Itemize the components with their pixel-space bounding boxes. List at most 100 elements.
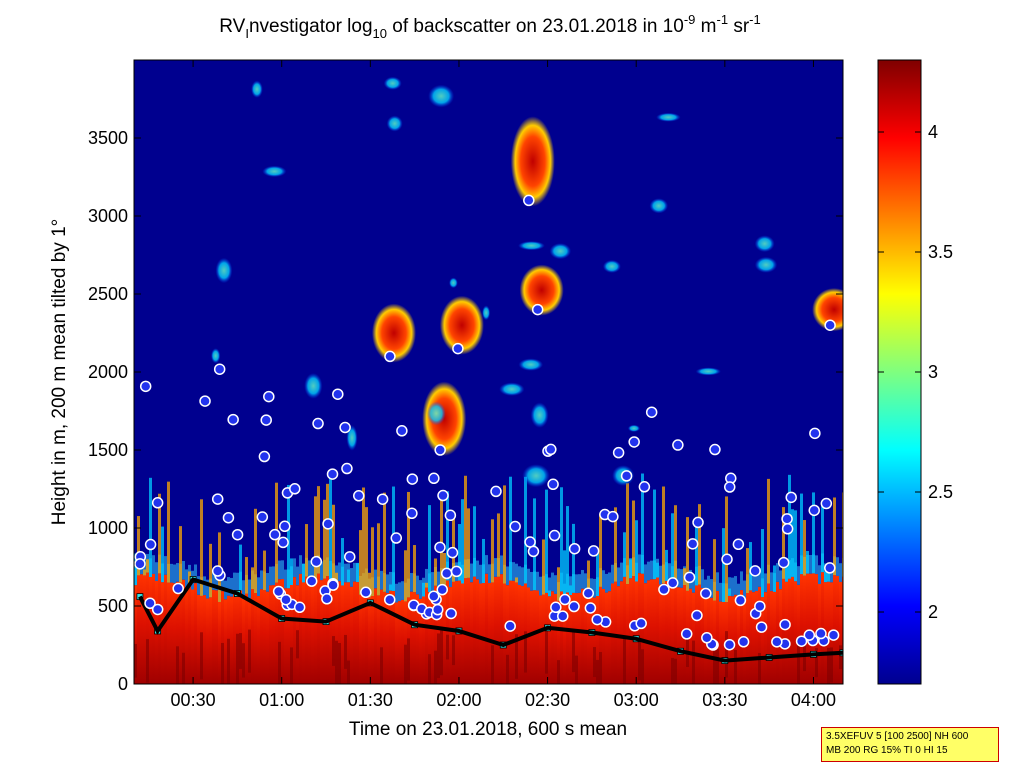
boundary-layer-cell <box>662 583 665 684</box>
turbulence-column <box>674 505 677 580</box>
detected-layer-point <box>339 421 351 434</box>
detected-layer-point <box>504 620 516 632</box>
detected-layer-point <box>737 636 750 648</box>
boundary-layer-cell <box>800 574 803 684</box>
surface-patch <box>725 631 728 678</box>
aerosol-band-cell <box>608 572 611 592</box>
boundary-layer-cell <box>797 584 800 684</box>
surface-patch <box>674 658 677 684</box>
boundary-layer-cell <box>722 601 725 684</box>
boundary-layer-cell <box>626 584 629 684</box>
turbulence-column <box>545 489 548 593</box>
boundary-layer-cell <box>764 592 767 684</box>
aerosol-band-cell <box>809 555 812 574</box>
aerosol-band-cell <box>152 555 155 574</box>
aerosol-band-cell <box>728 577 731 596</box>
detected-layer-point <box>326 468 339 480</box>
surface-patch <box>227 638 230 684</box>
title-sup1: -9 <box>684 12 696 27</box>
boundary-layer-cell <box>767 583 770 684</box>
turbulence-column <box>302 563 305 583</box>
boundary-layer-cell <box>734 594 737 684</box>
colorbar-ticks: 2 2.5 3 3.5 4 <box>878 122 953 622</box>
detected-layer-point <box>612 446 625 459</box>
boundary-layer-cell <box>143 575 146 684</box>
detected-layer-point <box>279 520 291 533</box>
turbulence-column <box>305 524 308 577</box>
detected-layer-point <box>280 593 292 606</box>
boundary-layer-cell <box>692 592 695 684</box>
turbulence-column <box>323 499 326 579</box>
boundary-layer-cell <box>806 573 809 684</box>
boundary-layer-cell <box>566 592 569 684</box>
detected-layer-point <box>383 593 396 606</box>
aerosol-band-cell <box>680 569 683 588</box>
turbulence-column <box>365 507 368 588</box>
boundary-layer-cell <box>620 581 623 684</box>
chart-title: RVInvestigator log10 of backscatter on 2… <box>219 12 760 41</box>
boundary-layer-cell <box>665 580 668 684</box>
boundary-layer-cell <box>299 573 302 684</box>
detected-layer-point <box>406 473 419 485</box>
aerosol-band-cell <box>431 572 434 591</box>
colorbar-tick-label: 3.5 <box>928 242 953 262</box>
boundary-layer-cell <box>452 581 455 684</box>
turbulence-column <box>698 504 701 585</box>
boundary-layer-cell <box>812 573 815 684</box>
detected-layer-point <box>260 414 272 426</box>
boundary-layer-cell <box>224 599 227 684</box>
aerosol-band-cell <box>797 566 800 585</box>
aerosol-band-cell <box>755 572 758 592</box>
surface-patch <box>434 650 437 684</box>
boundary-layer-cell <box>302 582 305 684</box>
boundary-layer-cell <box>320 580 323 684</box>
boundary-layer-cell <box>173 583 176 684</box>
boundary-layer-cell <box>494 576 497 684</box>
detected-layer-point <box>431 603 444 616</box>
aerosol-band-cell <box>320 561 323 581</box>
boundary-layer-cell <box>488 583 491 684</box>
turbulence-column <box>422 582 425 597</box>
boundary-layer-cell <box>281 579 284 684</box>
detected-layer-point <box>815 627 827 640</box>
turbulence-column <box>464 475 467 579</box>
detected-layer-point <box>211 565 224 577</box>
turbulence-column <box>671 513 674 585</box>
surface-patch <box>335 640 338 684</box>
boundary-layer-cell <box>473 576 476 684</box>
detected-layer-point <box>293 601 306 614</box>
boundary-layer-cell <box>839 581 842 684</box>
boundary-layer-cell <box>533 590 536 684</box>
turbulence-column <box>563 550 566 603</box>
aerosol-band-cell <box>260 570 263 590</box>
boundary-layer-cell <box>575 593 578 684</box>
detected-layer-point <box>700 587 712 600</box>
cloud-layers <box>210 76 843 488</box>
boundary-layer-cell <box>836 575 839 684</box>
surface-patch <box>200 632 203 680</box>
boundary-layer-cell <box>770 591 773 684</box>
surface-patch <box>239 633 242 669</box>
aerosol-band-cell <box>269 566 272 586</box>
turbulence-column <box>413 545 416 593</box>
detected-layer-point <box>809 427 821 440</box>
turbulence-column <box>326 483 329 577</box>
aerosol-band-cell <box>194 564 197 584</box>
detected-layer-point <box>258 450 271 463</box>
y-tick-label: 500 <box>98 596 128 616</box>
aerosol-band-cell <box>488 564 491 584</box>
detected-layer-point <box>144 597 156 609</box>
boundary-layer-cell <box>212 589 215 684</box>
turbulence-column <box>179 526 182 583</box>
boundary-layer-cell <box>164 574 167 684</box>
title-prefix: RV <box>219 16 245 37</box>
aerosol-band-cell <box>551 572 554 592</box>
turbulence-column <box>641 473 644 574</box>
aerosol-band-cell <box>770 572 773 592</box>
x-tick-label: 01:00 <box>259 690 304 710</box>
detected-layer-point <box>332 388 344 400</box>
detected-layer-point <box>227 413 239 426</box>
detected-layer-point <box>222 511 235 524</box>
detected-layer-point <box>428 472 440 485</box>
aerosol-band-cell <box>620 562 623 582</box>
